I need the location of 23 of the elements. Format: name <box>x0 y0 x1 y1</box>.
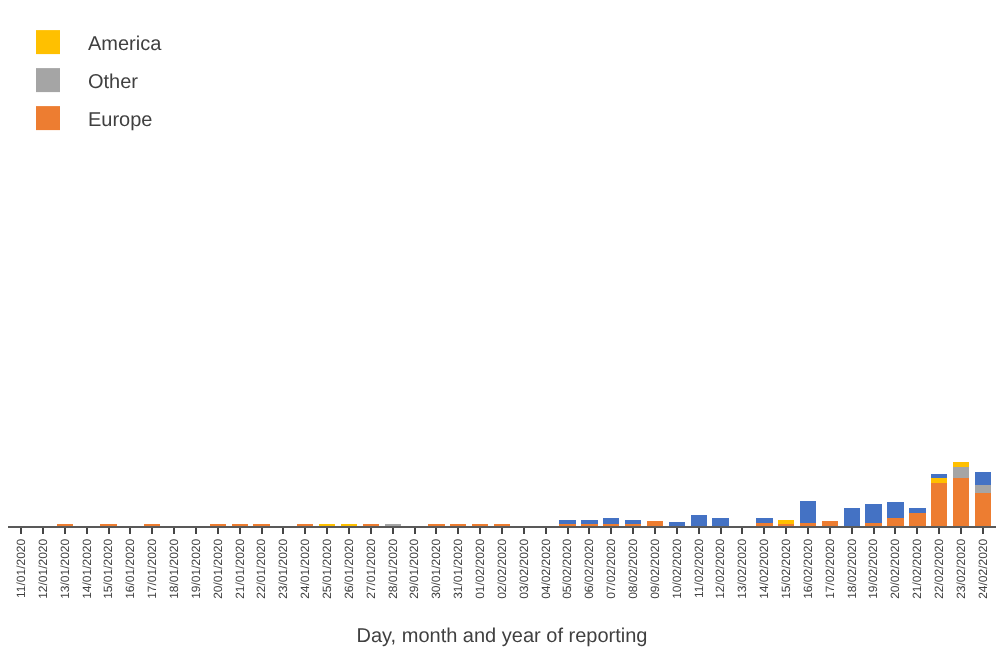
legend-label: Other <box>88 71 140 94</box>
x-axis-title: Day, month and year of reporting <box>356 625 648 648</box>
bar <box>974 492 992 526</box>
bar <box>756 517 773 523</box>
bar <box>952 467 970 478</box>
bar <box>799 500 817 523</box>
legend-label: Europe <box>88 109 154 132</box>
legend-label: America <box>88 33 163 56</box>
bar <box>974 484 992 493</box>
bar <box>930 482 948 526</box>
bar <box>646 520 664 526</box>
bar <box>843 507 860 526</box>
bar <box>974 472 992 485</box>
bar <box>887 517 904 526</box>
bar <box>887 502 904 518</box>
bar <box>690 514 707 526</box>
bar <box>909 513 926 526</box>
bar <box>952 477 970 526</box>
bar <box>952 462 970 468</box>
bar <box>909 508 926 514</box>
bar <box>865 504 882 523</box>
bar <box>821 520 839 526</box>
bar <box>712 517 729 526</box>
